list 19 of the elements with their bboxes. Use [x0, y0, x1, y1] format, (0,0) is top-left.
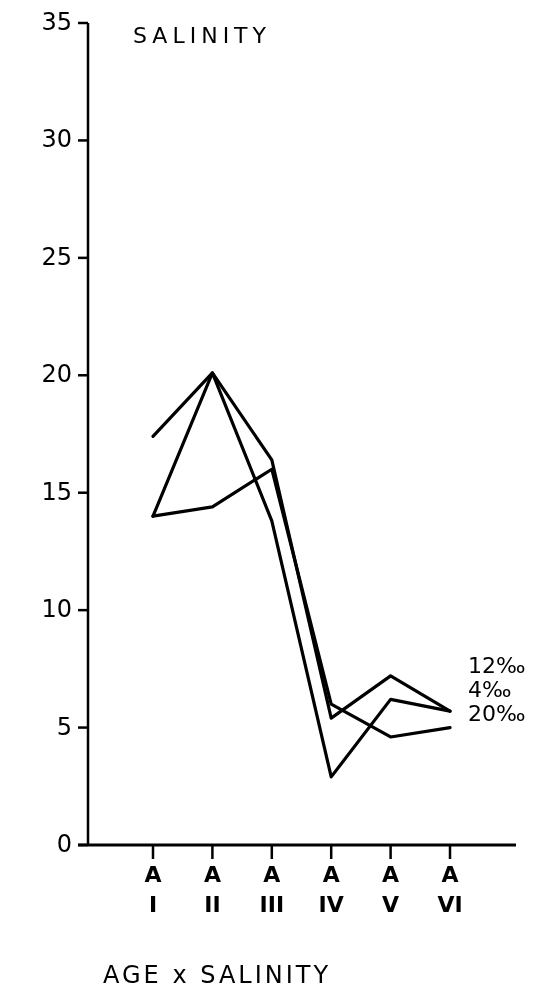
y-tick-label: 30 — [41, 125, 72, 154]
x-tick-label: A II — [203, 862, 221, 917]
x-tick-label: A VI — [437, 862, 463, 917]
y-tick-label: 25 — [41, 242, 72, 271]
x-tick-label: A I — [144, 862, 162, 917]
y-tick-label: 5 — [56, 712, 72, 741]
y-tick-label: 15 — [41, 477, 72, 506]
y-tick-label: 20 — [41, 360, 72, 389]
x-tick-label: A III — [259, 862, 285, 917]
x-tick-label: A IV — [318, 862, 344, 917]
series-label: 12‰ — [468, 653, 526, 679]
y-tick-label: 35 — [41, 8, 72, 36]
x-axis-title: AGE x SALINITY — [103, 961, 332, 989]
y-tick-label: 10 — [41, 595, 72, 624]
series-label: 4‰ — [468, 677, 512, 703]
chart-title: SALINITY — [133, 23, 271, 48]
y-tick-label: 0 — [56, 830, 72, 858]
series-label: 20‰ — [468, 701, 526, 727]
x-tick-label: A V — [382, 862, 400, 917]
